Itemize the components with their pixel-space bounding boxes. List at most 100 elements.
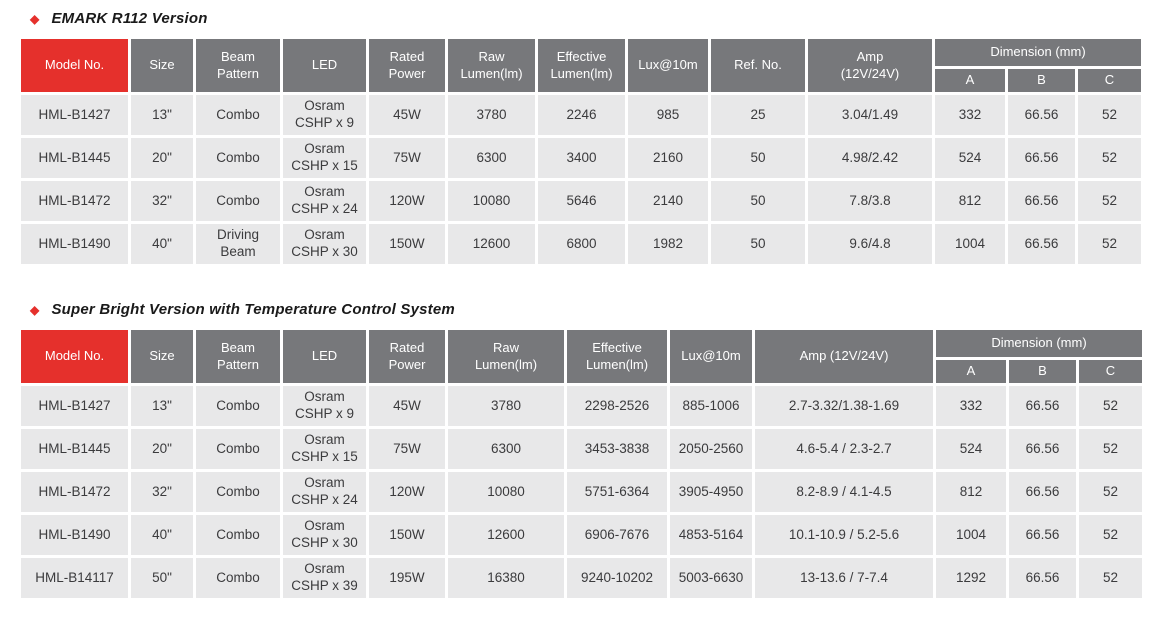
cell: 6300 — [448, 429, 564, 469]
column-header: Size — [131, 330, 193, 383]
cell: 332 — [936, 386, 1006, 426]
cell: Osram CSHP x 30 — [283, 224, 366, 264]
cell: 6300 — [448, 138, 535, 178]
cell: 66.56 — [1009, 558, 1076, 598]
section-title-emark: ◆ EMARK R112 Version — [30, 10, 1167, 27]
cell: 12600 — [448, 515, 564, 555]
cell: Driving Beam — [196, 224, 280, 264]
cell: 2050-2560 — [670, 429, 752, 469]
cell: 66.56 — [1009, 429, 1076, 469]
cell: 9240-10202 — [567, 558, 667, 598]
column-header: LED — [283, 330, 366, 383]
column-header: Raw Lumen(lm) — [448, 39, 535, 92]
diamond-bullet-icon: ◆ — [30, 11, 40, 26]
cell: 8.2-8.9 / 4.1-4.5 — [755, 472, 933, 512]
cell: 195W — [369, 558, 445, 598]
cell: HML-B1427 — [21, 386, 128, 426]
cell: 6800 — [538, 224, 625, 264]
cell: 10080 — [448, 472, 564, 512]
cell: 50 — [711, 138, 805, 178]
cell: 2140 — [628, 181, 708, 221]
cell: HML-B1490 — [21, 224, 128, 264]
cell: Osram CSHP x 39 — [283, 558, 366, 598]
cell: 52 — [1078, 95, 1141, 135]
cell: HML-B1472 — [21, 472, 128, 512]
column-header: Raw Lumen(lm) — [448, 330, 564, 383]
cell: 7.8/3.8 — [808, 181, 932, 221]
cell: 45W — [369, 95, 445, 135]
cell: HML-B1445 — [21, 429, 128, 469]
cell: 1292 — [936, 558, 1006, 598]
cell: 52 — [1078, 138, 1141, 178]
section-super-bright: ◆ Super Bright Version with Temperature … — [18, 301, 1167, 601]
cell: 2298-2526 — [567, 386, 667, 426]
cell: 2160 — [628, 138, 708, 178]
cell: 3780 — [448, 95, 535, 135]
column-header-dimension: Dimension (mm) — [936, 330, 1142, 357]
cell: 2.7-3.32/1.38-1.69 — [755, 386, 933, 426]
cell: Combo — [196, 429, 280, 469]
cell: 66.56 — [1008, 224, 1075, 264]
cell: 812 — [936, 472, 1006, 512]
cell: 45W — [369, 386, 445, 426]
cell: Combo — [196, 558, 280, 598]
section-title-super-bright: ◆ Super Bright Version with Temperature … — [30, 301, 1167, 318]
table-row: HML-B1445 20" Combo Osram CSHP x 15 75W 6300 3… — [21, 138, 1141, 178]
column-header: Size — [131, 39, 193, 92]
spec-table-emark-r112: Model No. Size Beam Pattern LED Rated Power R… — [18, 36, 1144, 267]
table-row: HML-B1427 13" Combo Osram CSHP x 9 45W 3780 22… — [21, 386, 1142, 426]
spec-table-super-bright: Model No. Size Beam Pattern LED Rated Power R… — [18, 327, 1145, 601]
table-row: HML-B1472 32" Combo Osram CSHP x 24 120W 1008… — [21, 181, 1141, 221]
cell: 3400 — [538, 138, 625, 178]
cell: 13" — [131, 95, 193, 135]
cell: Osram CSHP x 24 — [283, 472, 366, 512]
cell: 3780 — [448, 386, 564, 426]
cell: 52 — [1079, 558, 1142, 598]
cell: Combo — [196, 472, 280, 512]
cell: 10080 — [448, 181, 535, 221]
column-subheader: A — [936, 360, 1006, 383]
cell: 1004 — [936, 515, 1006, 555]
cell: 52 — [1079, 515, 1142, 555]
table-row: HML-B1490 40" Driving Beam Osram CSHP x 30 1… — [21, 224, 1141, 264]
cell: HML-B1490 — [21, 515, 128, 555]
table-row: HML-B1490 40" Combo Osram CSHP x 30 150W 1260… — [21, 515, 1142, 555]
cell: 40" — [131, 224, 193, 264]
cell: 13-13.6 / 7-7.4 — [755, 558, 933, 598]
cell: 66.56 — [1009, 472, 1076, 512]
column-header: Model No. — [21, 39, 128, 92]
column-header: Amp (12V/24V) — [808, 39, 932, 92]
cell: Osram CSHP x 30 — [283, 515, 366, 555]
cell: Osram CSHP x 15 — [283, 138, 366, 178]
cell: 1982 — [628, 224, 708, 264]
cell: 5646 — [538, 181, 625, 221]
cell: 12600 — [448, 224, 535, 264]
cell: 40" — [131, 515, 193, 555]
cell: 25 — [711, 95, 805, 135]
cell: 3.04/1.49 — [808, 95, 932, 135]
cell: 5751-6364 — [567, 472, 667, 512]
cell: 524 — [936, 429, 1006, 469]
column-header: Rated Power — [369, 39, 445, 92]
cell: 66.56 — [1009, 386, 1076, 426]
cell: 3453-3838 — [567, 429, 667, 469]
cell: 13" — [131, 386, 193, 426]
cell: 5003-6630 — [670, 558, 752, 598]
cell: 985 — [628, 95, 708, 135]
cell: Osram CSHP x 15 — [283, 429, 366, 469]
cell: Combo — [196, 515, 280, 555]
section-title-text: Super Bright Version with Temperature Co… — [51, 301, 455, 318]
cell: HML-B1445 — [21, 138, 128, 178]
table-row: HML-B14117 50" Combo Osram CSHP x 39 195W 163… — [21, 558, 1142, 598]
cell: 66.56 — [1009, 515, 1076, 555]
column-header: Effective Lumen(lm) — [538, 39, 625, 92]
column-subheader: B — [1008, 69, 1075, 92]
cell: 52 — [1079, 472, 1142, 512]
cell: Combo — [196, 386, 280, 426]
cell: 52 — [1079, 429, 1142, 469]
column-header-dimension: Dimension (mm) — [935, 39, 1141, 66]
column-header: Lux@10m — [628, 39, 708, 92]
cell: Combo — [196, 138, 280, 178]
cell: 75W — [369, 429, 445, 469]
